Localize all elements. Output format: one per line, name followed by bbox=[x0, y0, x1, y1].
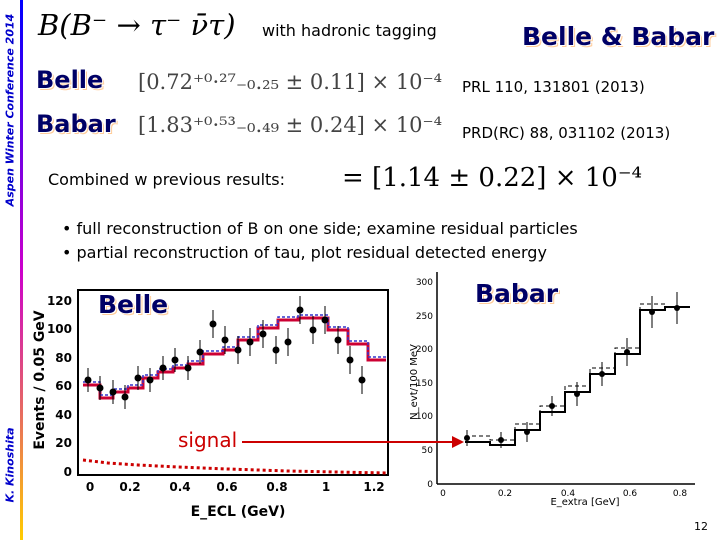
babar-histogram bbox=[465, 306, 690, 446]
babar-ytick: 300 bbox=[416, 278, 433, 288]
babar-ytick: 0 bbox=[427, 480, 433, 490]
babar-xlabel: E_extra [GeV] bbox=[550, 497, 619, 508]
babar-value: [1.83⁺⁰·⁵³₋₀.₄₉ ± 0.24] × 10⁻⁴ bbox=[138, 113, 443, 137]
belle-xtick: 0.4 bbox=[169, 480, 190, 494]
belle-plot-logo: Belle bbox=[98, 290, 169, 319]
babar-label: Babar bbox=[36, 110, 116, 138]
combined-value: = [1.14 ± 0.22] × 10⁻⁴ bbox=[342, 163, 642, 193]
babar-signal-histogram bbox=[465, 303, 665, 441]
belle-xtick: 0.8 bbox=[266, 480, 287, 494]
signal-annotation: signal bbox=[178, 428, 238, 452]
belle-plot-frame bbox=[77, 289, 389, 476]
belle-label: Belle bbox=[36, 66, 104, 94]
belle-ytick: 20 bbox=[55, 436, 72, 450]
belle-xtick: 1 bbox=[322, 480, 330, 494]
belle-xlabel: E_ECL (GeV) bbox=[191, 504, 286, 520]
bullet-item: • full reconstruction of B on one side; … bbox=[62, 219, 578, 238]
belle-background-curve bbox=[83, 314, 386, 396]
belle-ylabel: Events / 0.05 GeV bbox=[32, 310, 48, 449]
babar-ytick: 200 bbox=[416, 345, 433, 355]
babar-error-bars bbox=[466, 292, 678, 448]
babar-ytick: 250 bbox=[416, 312, 433, 322]
babar-ytick: 150 bbox=[416, 379, 433, 389]
babar-xtick: 0.4 bbox=[561, 489, 576, 499]
bullet-list: • full reconstruction of B on one side; … bbox=[62, 217, 578, 265]
sidebar: Aspen Winter Conference 2014 K. Kinoshit… bbox=[0, 0, 20, 540]
belle-signal-curve bbox=[82, 458, 387, 475]
arrow-head bbox=[452, 436, 464, 448]
belle-ytick: 60 bbox=[55, 379, 72, 393]
babar-ytick: 100 bbox=[416, 412, 433, 422]
sidebar-divider bbox=[20, 0, 23, 540]
babar-reference: PRD(RC) 88, 031102 (2013) bbox=[462, 124, 671, 142]
title-subtitle: with hadronic tagging bbox=[262, 21, 437, 40]
belle-ytick: 100 bbox=[47, 322, 72, 336]
header-logo: Belle & Babar bbox=[522, 22, 715, 51]
belle-ytick: 0 bbox=[64, 465, 72, 479]
belle-plot: Events / 0.05 GeV E_ECL (GeV) 0 20 40 60… bbox=[32, 289, 389, 520]
babar-xtick: 0.8 bbox=[673, 489, 688, 499]
babar-plot: N_evt/100 MeV E_extra [GeV] 0 50 100 150… bbox=[409, 272, 695, 508]
page-number: 12 bbox=[694, 520, 708, 533]
bullet-item: • partial reconstruction of tau, plot re… bbox=[62, 243, 547, 262]
belle-error-bars bbox=[87, 296, 363, 409]
belle-reference: PRL 110, 131801 (2013) bbox=[462, 78, 645, 96]
belle-ytick: 40 bbox=[55, 408, 72, 422]
belle-xtick: 0 bbox=[86, 480, 94, 494]
signal-arrow bbox=[242, 436, 464, 448]
belle-ytick: 80 bbox=[55, 351, 72, 365]
belle-xtick: 1.2 bbox=[363, 480, 384, 494]
babar-xtick: 0.6 bbox=[623, 489, 638, 499]
title-formula: B(B⁻ → τ⁻ ν̄τ) bbox=[38, 8, 236, 42]
combined-label: Combined w previous results: bbox=[48, 170, 286, 189]
author-label: K. Kinoshita bbox=[3, 427, 17, 503]
belle-ytick: 120 bbox=[47, 294, 72, 308]
babar-data-points bbox=[464, 305, 680, 443]
babar-xtick: 0 bbox=[440, 489, 446, 499]
babar-xtick: 0.2 bbox=[498, 489, 512, 499]
babar-ytick: 50 bbox=[422, 446, 434, 456]
babar-ylabel: N_evt/100 MeV bbox=[409, 344, 420, 420]
belle-value: [0.72⁺⁰·²⁷₋₀.₂₅ ± 0.11] × 10⁻⁴ bbox=[138, 70, 443, 94]
conference-label: Aspen Winter Conference 2014 bbox=[3, 13, 17, 207]
belle-xtick: 0.2 bbox=[119, 480, 140, 494]
belle-xtick: 0.6 bbox=[216, 480, 237, 494]
babar-plot-logo: Babar bbox=[475, 279, 559, 308]
